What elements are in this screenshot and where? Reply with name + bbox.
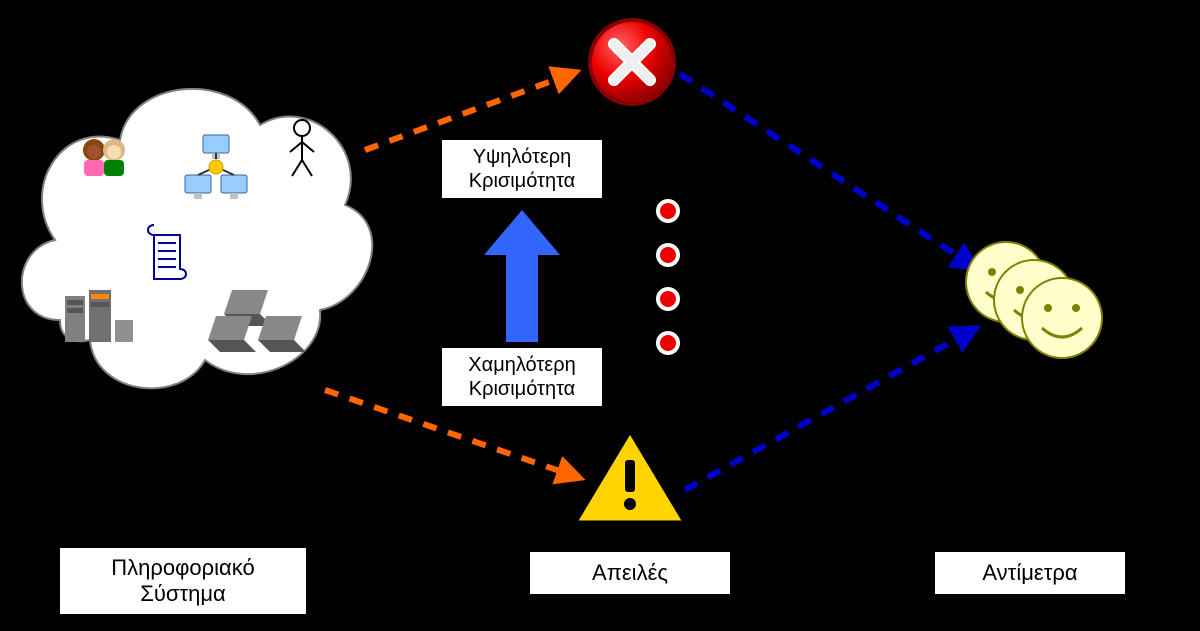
arrow-warning-to-smiley: [685, 328, 976, 490]
smiley-icon: [966, 242, 1102, 358]
arrow-error-to-smiley: [680, 74, 976, 268]
error-icon: [588, 18, 676, 106]
diagram-canvas: [0, 0, 1200, 631]
criticality-dots: [658, 201, 678, 353]
information-system-cloud: [22, 89, 372, 388]
arrow-cloud-to-error: [365, 72, 576, 150]
arrow-cloud-to-warning: [325, 390, 580, 478]
criticality-arrow-icon: [484, 210, 560, 342]
warning-icon: [576, 432, 684, 522]
